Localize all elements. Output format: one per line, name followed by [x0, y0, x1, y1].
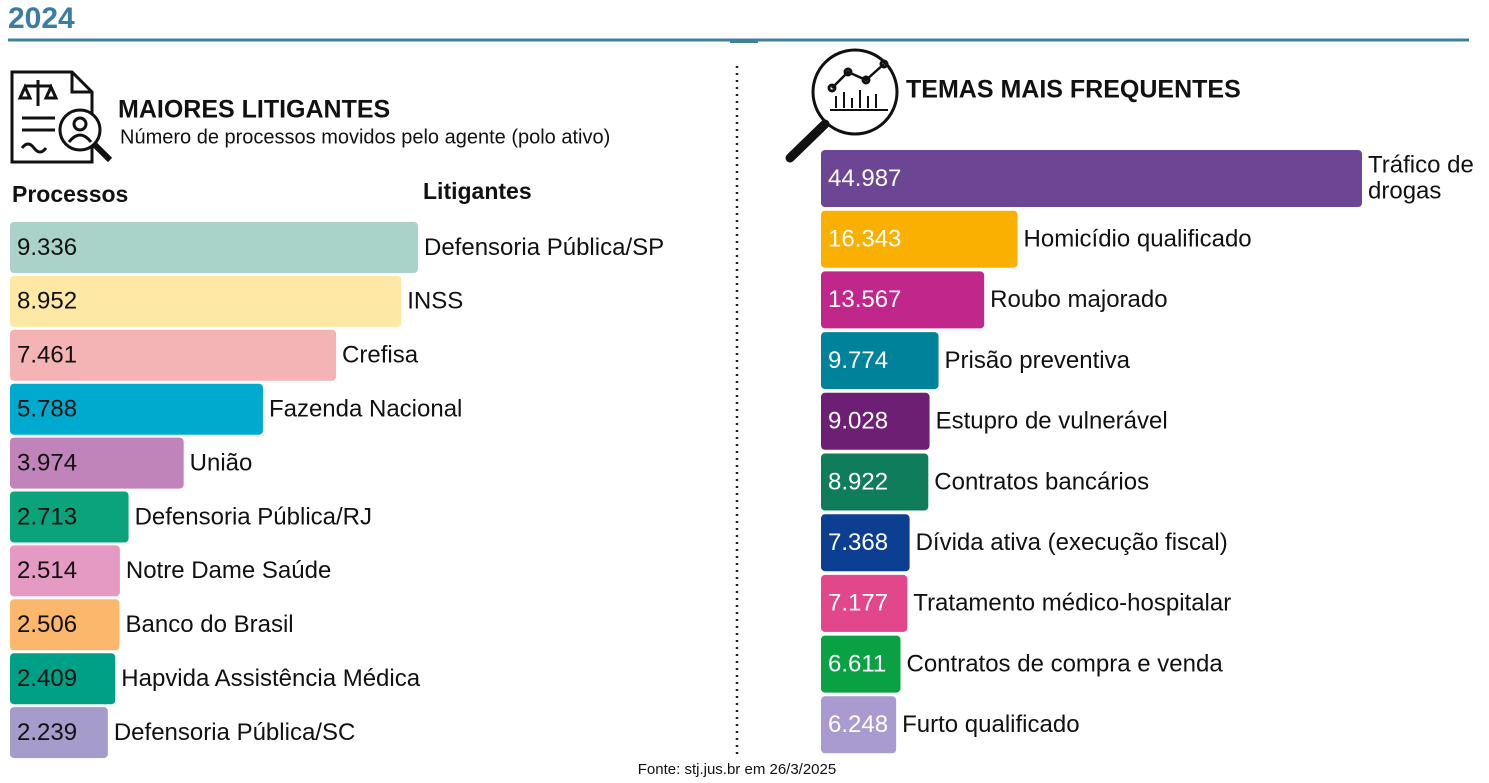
value-label: 7.177 — [828, 590, 888, 617]
category-label: Homicídio qualificado — [1024, 226, 1252, 253]
category-header: Litigantes — [423, 178, 532, 204]
value-label: 2.713 — [17, 503, 77, 530]
value-label: 5.788 — [17, 396, 77, 423]
themes-icon — [785, 48, 899, 163]
value-label: 16.343 — [828, 226, 901, 253]
page-title: 2024 — [8, 2, 75, 35]
value-label: 8.952 — [17, 288, 77, 315]
category-label: Hapvida Assistência Médica — [121, 665, 420, 692]
chart-subtitle: Número de processos movidos pelo agente … — [120, 126, 610, 148]
value-label: 3.974 — [17, 449, 77, 476]
value-label: 2.239 — [17, 719, 77, 746]
bar — [821, 210, 1018, 268]
category-label: Tráfico de drogas — [1368, 152, 1481, 205]
bar — [10, 545, 120, 597]
value-label: 6.611 — [828, 650, 886, 677]
litigants-icon — [10, 70, 113, 164]
value-label: 9.774 — [828, 347, 888, 374]
bar — [10, 653, 116, 705]
bar — [10, 275, 402, 327]
value-label: 6.248 — [828, 711, 888, 738]
source-note: Fonte: stj.jus.br em 26/3/2025 — [638, 761, 836, 778]
value-label: 9.336 — [17, 234, 77, 261]
category-label: Prisão preventiva — [945, 347, 1131, 374]
bar — [10, 383, 263, 435]
value-label: 2.514 — [17, 557, 77, 584]
bar — [821, 332, 939, 390]
bar — [10, 222, 418, 273]
category-label: Roubo majorado — [990, 286, 1167, 313]
bar — [10, 599, 120, 651]
category-label: Estupro de vulnerável — [936, 408, 1168, 435]
value-label: 2.506 — [17, 611, 77, 638]
bar — [821, 271, 985, 329]
bar — [821, 696, 897, 754]
value-header: Processos — [12, 181, 128, 207]
category-label: Notre Dame Saúde — [126, 557, 331, 584]
bar — [821, 574, 908, 632]
category-label: União — [190, 449, 253, 476]
category-label: Defensoria Pública/SC — [114, 719, 355, 746]
chart-title: TEMAS MAIS FREQUENTES — [906, 76, 1241, 104]
category-label: Defensoria Pública/SP — [424, 234, 664, 261]
value-label: 13.567 — [828, 286, 901, 313]
category-label: Furto qualificado — [902, 711, 1079, 738]
category-label: Contratos bancários — [934, 468, 1149, 495]
value-label: 7.368 — [828, 529, 888, 556]
bar — [821, 453, 929, 511]
bar — [821, 392, 930, 450]
chart-title: MAIORES LITIGANTES — [118, 96, 390, 124]
value-label: 2.409 — [17, 665, 77, 692]
category-label: Crefisa — [342, 342, 419, 369]
category-label: Tratamento médico-hospitalar — [913, 590, 1231, 617]
bar — [821, 514, 910, 572]
value-label: 8.922 — [828, 468, 888, 495]
value-label: 7.461 — [17, 342, 77, 369]
category-label: Banco do Brasil — [126, 611, 294, 638]
value-label: 44.987 — [828, 165, 901, 192]
value-label: 9.028 — [828, 408, 888, 435]
bar — [10, 329, 337, 381]
category-label: Fazenda Nacional — [269, 396, 462, 423]
bar — [821, 150, 1362, 207]
bar — [821, 635, 901, 693]
category-label: Dívida ativa (execução fiscal) — [916, 529, 1228, 556]
bar — [10, 491, 129, 543]
bar — [10, 437, 184, 489]
category-label: Defensoria Pública/RJ — [135, 503, 372, 530]
bar — [10, 707, 108, 759]
category-label: Contratos de compra e venda — [907, 650, 1224, 677]
category-label: INSS — [407, 288, 463, 315]
